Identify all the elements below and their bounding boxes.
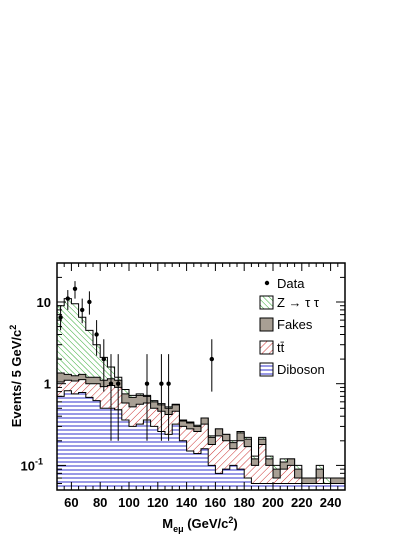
data-point-marker [94, 332, 99, 337]
data-point [166, 354, 171, 441]
x-tick-label: 240 [320, 495, 342, 510]
legend-diboson-label: Diboson [277, 362, 325, 377]
x-tick-label: 60 [64, 495, 78, 510]
data-point [72, 281, 78, 299]
y-axis-label: Events/ 5 GeV/c2 [8, 325, 24, 428]
stacked-histogram [57, 298, 345, 490]
data-point-marker [108, 381, 114, 386]
x-axis: 60 80 100 120 140 160 180 200 220 240 [56, 263, 346, 510]
x-tick-label: 120 [147, 495, 169, 510]
legend-entry-diboson: Diboson [259, 362, 325, 377]
legend-fakes-swatch [259, 317, 274, 332]
legend-ttbar-swatch [259, 340, 274, 355]
data-point [159, 354, 164, 441]
x-tick-label: 200 [262, 495, 284, 510]
legend-ttbar-label: tt̄ [277, 340, 285, 355]
legend-diboson-swatch [259, 362, 274, 377]
data-point [108, 354, 114, 441]
x-tick-label: 100 [118, 495, 140, 510]
data-point-marker [80, 307, 85, 313]
data-point [144, 354, 150, 441]
y-axis: 10-1 1 10 [21, 262, 345, 491]
data-point [65, 290, 71, 310]
data-point [94, 320, 99, 356]
legend-entry-data: Data [264, 276, 305, 291]
x-tick-label: 180 [233, 495, 255, 510]
y-tick-label: 1 [44, 377, 51, 392]
y-tick-label: 10-1 [21, 456, 43, 473]
legend: Data Z → τ τ Fakes tt̄ Diboson [259, 276, 325, 377]
data-point [116, 354, 121, 441]
data-point-marker [166, 381, 171, 386]
data-point-marker [87, 299, 92, 305]
x-axis-label: Meμ (GeV/c2) [162, 515, 238, 534]
y-tick-label: 10 [37, 295, 51, 310]
data-point [101, 339, 107, 392]
legend-data-label: Data [277, 276, 305, 291]
data-point-marker [65, 296, 71, 301]
data-point [209, 339, 214, 392]
data-point [80, 298, 85, 324]
legend-data-marker [264, 280, 270, 286]
stack-layer-diboson [57, 390, 345, 490]
legend-entry-ttbar: tt̄ [259, 340, 285, 355]
legend-fakes-label: Fakes [277, 317, 313, 332]
x-tick-label: 220 [291, 495, 313, 510]
legend-entry-fakes: Fakes [259, 317, 313, 332]
data-point-marker [58, 315, 63, 320]
data-point [87, 291, 92, 315]
legend-ztautau-label: Z → τ τ [277, 295, 320, 310]
legend-entry-ztautau: Z → τ τ [259, 295, 320, 310]
legend-ztautau-swatch [259, 295, 274, 310]
data-point-marker [159, 381, 164, 386]
data-point-marker [101, 356, 107, 362]
x-tick-label: 160 [205, 495, 227, 510]
x-tick-label: 140 [176, 495, 198, 510]
data-points [58, 281, 214, 441]
data-point-marker [209, 356, 214, 362]
x-tick-label: 80 [93, 495, 107, 510]
data-point-marker [144, 381, 150, 386]
data-point-marker [72, 286, 78, 291]
data-point-marker [116, 381, 121, 386]
